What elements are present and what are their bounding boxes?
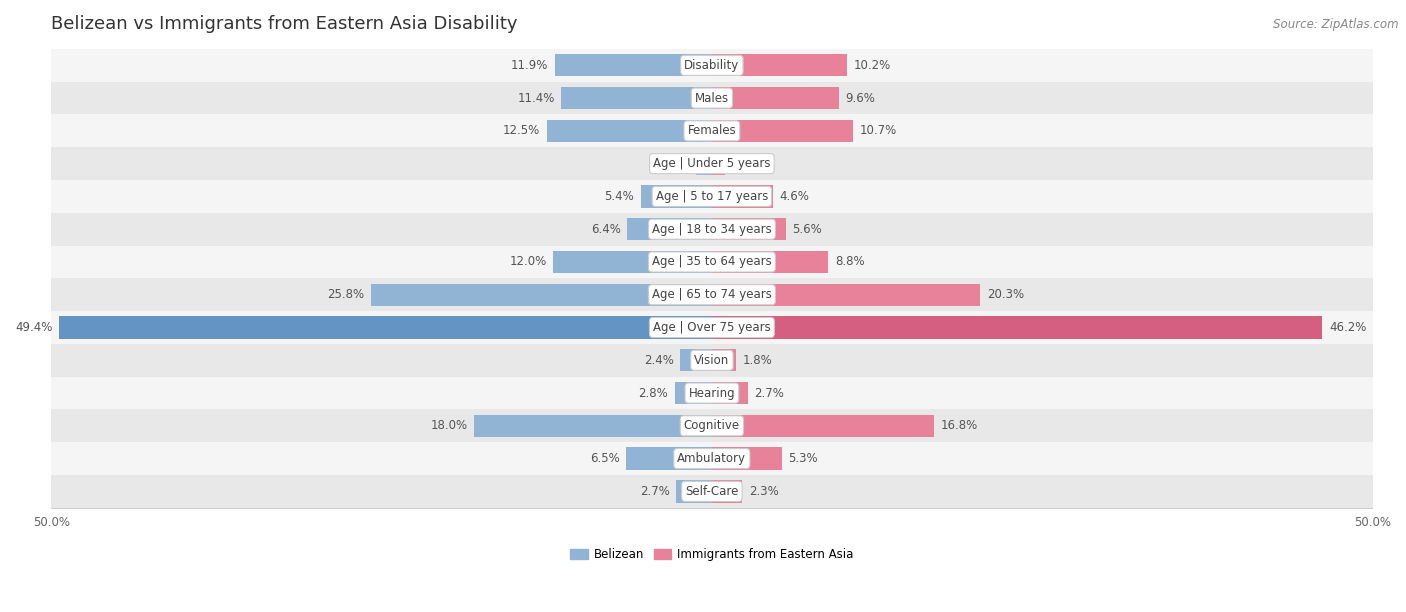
Text: 2.3%: 2.3% [749,485,779,498]
Text: 2.7%: 2.7% [640,485,669,498]
Bar [711,283,980,306]
Text: Age | Over 75 years: Age | Over 75 years [652,321,770,334]
Bar [51,213,1372,245]
Bar [696,152,711,175]
Bar [371,283,711,306]
Bar [711,87,839,110]
Bar [51,475,1372,508]
Bar [51,376,1372,409]
Bar [681,349,711,371]
Text: Self-Care: Self-Care [685,485,738,498]
Bar [711,382,748,404]
Text: 2.7%: 2.7% [754,387,785,400]
Bar [711,349,735,371]
Legend: Belizean, Immigrants from Eastern Asia: Belizean, Immigrants from Eastern Asia [565,543,858,565]
Text: Age | 5 to 17 years: Age | 5 to 17 years [655,190,768,203]
Text: 2.4%: 2.4% [644,354,673,367]
Bar [711,316,1322,338]
Bar [711,218,786,241]
Text: 5.6%: 5.6% [793,223,823,236]
Text: 12.5%: 12.5% [503,124,540,137]
Bar [675,382,711,404]
Text: Age | 65 to 74 years: Age | 65 to 74 years [652,288,772,301]
Bar [51,409,1372,442]
Bar [51,49,1372,82]
Text: 12.0%: 12.0% [509,255,547,269]
Text: 4.6%: 4.6% [779,190,808,203]
Text: 1.0%: 1.0% [731,157,762,170]
Bar [554,251,711,273]
Text: 2.8%: 2.8% [638,387,668,400]
Bar [51,344,1372,376]
Bar [51,311,1372,344]
Bar [51,180,1372,213]
Bar [474,415,711,437]
Bar [711,152,725,175]
Bar [711,415,934,437]
Bar [555,54,711,76]
Bar [51,442,1372,475]
Text: 11.4%: 11.4% [517,92,555,105]
Bar [711,54,846,76]
Bar [561,87,711,110]
Text: Age | 18 to 34 years: Age | 18 to 34 years [652,223,772,236]
Text: 1.2%: 1.2% [659,157,689,170]
Bar [51,278,1372,311]
Bar [626,447,711,470]
Text: 10.7%: 10.7% [860,124,897,137]
Text: 10.2%: 10.2% [853,59,890,72]
Bar [641,185,711,207]
Text: Age | Under 5 years: Age | Under 5 years [654,157,770,170]
Text: 46.2%: 46.2% [1329,321,1367,334]
Bar [711,480,742,502]
Bar [627,218,711,241]
Text: 25.8%: 25.8% [328,288,364,301]
Text: Males: Males [695,92,728,105]
Text: Females: Females [688,124,737,137]
Text: Belizean vs Immigrants from Eastern Asia Disability: Belizean vs Immigrants from Eastern Asia… [51,15,517,33]
Bar [547,120,711,142]
Bar [711,120,853,142]
Text: 8.8%: 8.8% [835,255,865,269]
Bar [51,245,1372,278]
Bar [51,82,1372,114]
Text: Hearing: Hearing [689,387,735,400]
Text: Vision: Vision [695,354,730,367]
Bar [711,185,773,207]
Bar [711,447,782,470]
Text: 5.4%: 5.4% [605,190,634,203]
Text: 18.0%: 18.0% [430,419,467,432]
Text: 49.4%: 49.4% [15,321,52,334]
Text: Age | 35 to 64 years: Age | 35 to 64 years [652,255,772,269]
Bar [676,480,711,502]
Text: 1.8%: 1.8% [742,354,772,367]
Text: 6.4%: 6.4% [591,223,620,236]
Text: 11.9%: 11.9% [510,59,548,72]
Text: 16.8%: 16.8% [941,419,977,432]
Text: 5.3%: 5.3% [789,452,818,465]
Bar [51,147,1372,180]
Text: Disability: Disability [685,59,740,72]
Bar [51,114,1372,147]
Bar [59,316,711,338]
Text: 20.3%: 20.3% [987,288,1024,301]
Text: Cognitive: Cognitive [683,419,740,432]
Text: 6.5%: 6.5% [589,452,620,465]
Text: Ambulatory: Ambulatory [678,452,747,465]
Text: 9.6%: 9.6% [845,92,875,105]
Bar [711,251,828,273]
Text: Source: ZipAtlas.com: Source: ZipAtlas.com [1274,18,1399,31]
